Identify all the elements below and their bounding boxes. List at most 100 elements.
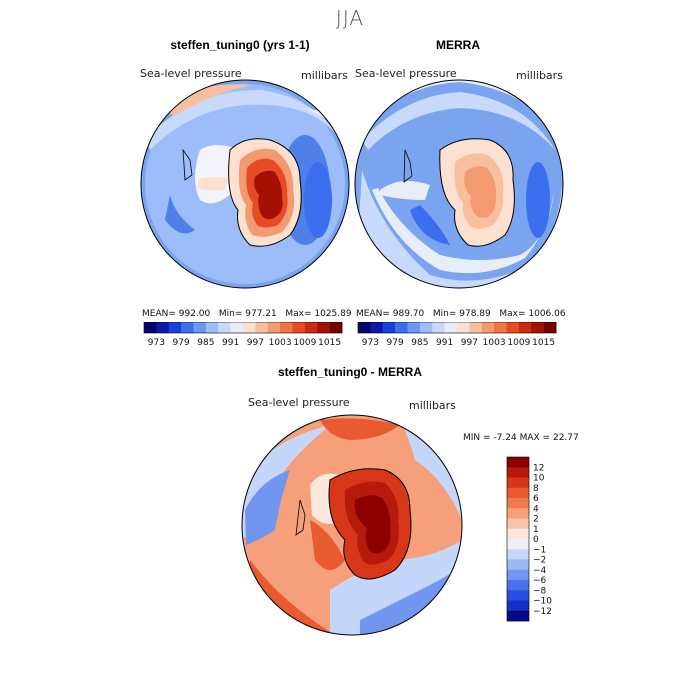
colorbar-swatch: [193, 322, 207, 333]
colorbar-swatch: [531, 322, 544, 333]
stats-mean: 992.00: [178, 309, 211, 319]
colorbar-swatch: [370, 322, 384, 333]
colorbar-frame: [506, 456, 530, 622]
colorbar-swatch: [507, 559, 529, 571]
stats-merra: MEAN= 989.70 Min= 978.89 Max= 1006.06: [356, 309, 566, 319]
colorbar-tick-label: 985: [197, 338, 214, 348]
colorbar-swatch: [507, 498, 529, 509]
colorbar-swatch: [507, 477, 529, 489]
colorbar-tick-label: 973: [362, 338, 379, 348]
colorbar-tick-label: 1015: [318, 338, 341, 348]
colorbar-tick-label: 1003: [483, 338, 506, 348]
stats-min-label: MIN =: [463, 433, 491, 443]
colorbar-tick-label: −12: [533, 607, 552, 617]
panel-title-merra: MERRA: [436, 38, 480, 52]
colorbar-tick-label: 2: [533, 515, 539, 525]
colorbar-swatch: [481, 322, 495, 333]
panel-title-difference: steffen_tuning0 - MERRA: [278, 365, 422, 379]
map-difference: [242, 415, 462, 635]
colorbar-tick-label: 979: [173, 338, 190, 348]
colorbar-swatch: [304, 322, 318, 333]
stats-model: MEAN= 992.00 Min= 977.21 Max= 1025.89: [142, 309, 352, 319]
colorbar-swatch: [469, 322, 483, 333]
colorbar-frame: [357, 322, 557, 334]
colorbar-swatch: [507, 549, 529, 560]
colorbar-tick-label: −2: [533, 556, 546, 566]
colorbar-swatch: [494, 322, 507, 333]
stats-min: -7.24: [493, 433, 517, 443]
colorbar-model: 973 979 985 991 997 1003 1009 1015: [143, 322, 343, 348]
colorbar-tick-label: −6: [533, 576, 547, 586]
map-merra: [355, 80, 563, 288]
stats-max: 22.77: [552, 433, 579, 443]
variable-label-merra: Sea-level pressure: [355, 67, 457, 80]
colorbar-swatch: [507, 457, 529, 468]
colorbar-swatch: [407, 322, 421, 333]
colorbar-tick-label: 991: [222, 338, 239, 348]
colorbar-swatch: [243, 322, 256, 333]
variable-label-difference: Sea-level pressure: [248, 396, 350, 409]
colorbar-tick-label: 1009: [507, 338, 530, 348]
colorbar-swatch: [218, 322, 231, 333]
colorbar-swatch: [507, 569, 529, 581]
colorbar-swatch: [507, 539, 529, 550]
map-model: [141, 80, 349, 288]
colorbar-swatch: [507, 467, 529, 478]
units-label-difference: millibars: [409, 399, 456, 412]
colorbar-swatch: [255, 322, 269, 333]
variable-label-model: Sea-level pressure: [140, 67, 242, 80]
colorbar-tick-label: 991: [436, 338, 453, 348]
colorbar-tick-label: 8: [533, 484, 539, 494]
colorbar-swatch: [518, 322, 532, 333]
colorbar-tick-label: 12: [533, 463, 544, 473]
colorbar-swatch: [507, 508, 529, 519]
stats-mean-label: MEAN=: [356, 309, 390, 319]
stats-max-label: Max=: [499, 309, 526, 319]
stats-max: 1025.89: [314, 309, 352, 319]
colorbar-tick-label: 997: [461, 338, 478, 348]
colorbar-swatch: [168, 322, 182, 333]
colorbar-tick-label: −10: [533, 597, 552, 607]
units-label-model: millibars: [301, 69, 348, 82]
colorbar-swatch: [507, 590, 529, 601]
colorbar-swatch: [457, 322, 470, 333]
colorbar-tick-label: 4: [533, 504, 539, 514]
colorbar-merra: 973 979 985 991 997 1003 1009 1015: [357, 322, 557, 348]
colorbar-tick-label: 979: [387, 338, 404, 348]
colorbar-swatch: [267, 322, 281, 333]
stats-max-label: Max=: [285, 309, 312, 319]
colorbar-tick-label: 997: [247, 338, 264, 348]
colorbar-swatch: [181, 322, 194, 333]
stats-min-label: Min=: [218, 309, 243, 319]
colorbar-tick-label: 0: [533, 535, 539, 545]
colorbar-swatch: [317, 322, 330, 333]
colorbar-swatch: [280, 322, 293, 333]
colorbar-swatch: [444, 322, 458, 333]
panel-title-model: steffen_tuning0 (yrs 1-1): [170, 38, 310, 52]
colorbar-swatch: [382, 322, 396, 333]
colorbar-tick-label: −8: [533, 586, 547, 596]
colorbar-swatch: [144, 322, 157, 333]
colorbar-swatch: [230, 322, 244, 333]
stats-min: 977.21: [245, 309, 277, 319]
colorbar-swatch: [507, 600, 529, 612]
stats-max: 1006.06: [528, 309, 566, 319]
colorbar-swatch: [156, 322, 170, 333]
colorbar-swatch: [419, 322, 433, 333]
colorbar-tick-label: 973: [148, 338, 165, 348]
colorbar-swatch: [507, 610, 529, 622]
colorbar-swatch: [329, 322, 343, 333]
colorbar-swatch: [543, 322, 557, 333]
stats-difference: MIN = -7.24 MAX = 22.77: [463, 433, 579, 443]
colorbar-tick-label: 1015: [532, 338, 555, 348]
colorbar-swatch: [292, 322, 306, 333]
colorbar-tick-label: 1009: [293, 338, 316, 348]
colorbar-tick-label: −1: [533, 545, 546, 555]
colorbar-swatch: [507, 528, 529, 540]
stats-max-label: MAX =: [519, 433, 551, 443]
colorbar-swatch: [507, 487, 529, 499]
colorbar-tick-label: 1003: [269, 338, 292, 348]
colorbar-swatch: [507, 580, 529, 591]
